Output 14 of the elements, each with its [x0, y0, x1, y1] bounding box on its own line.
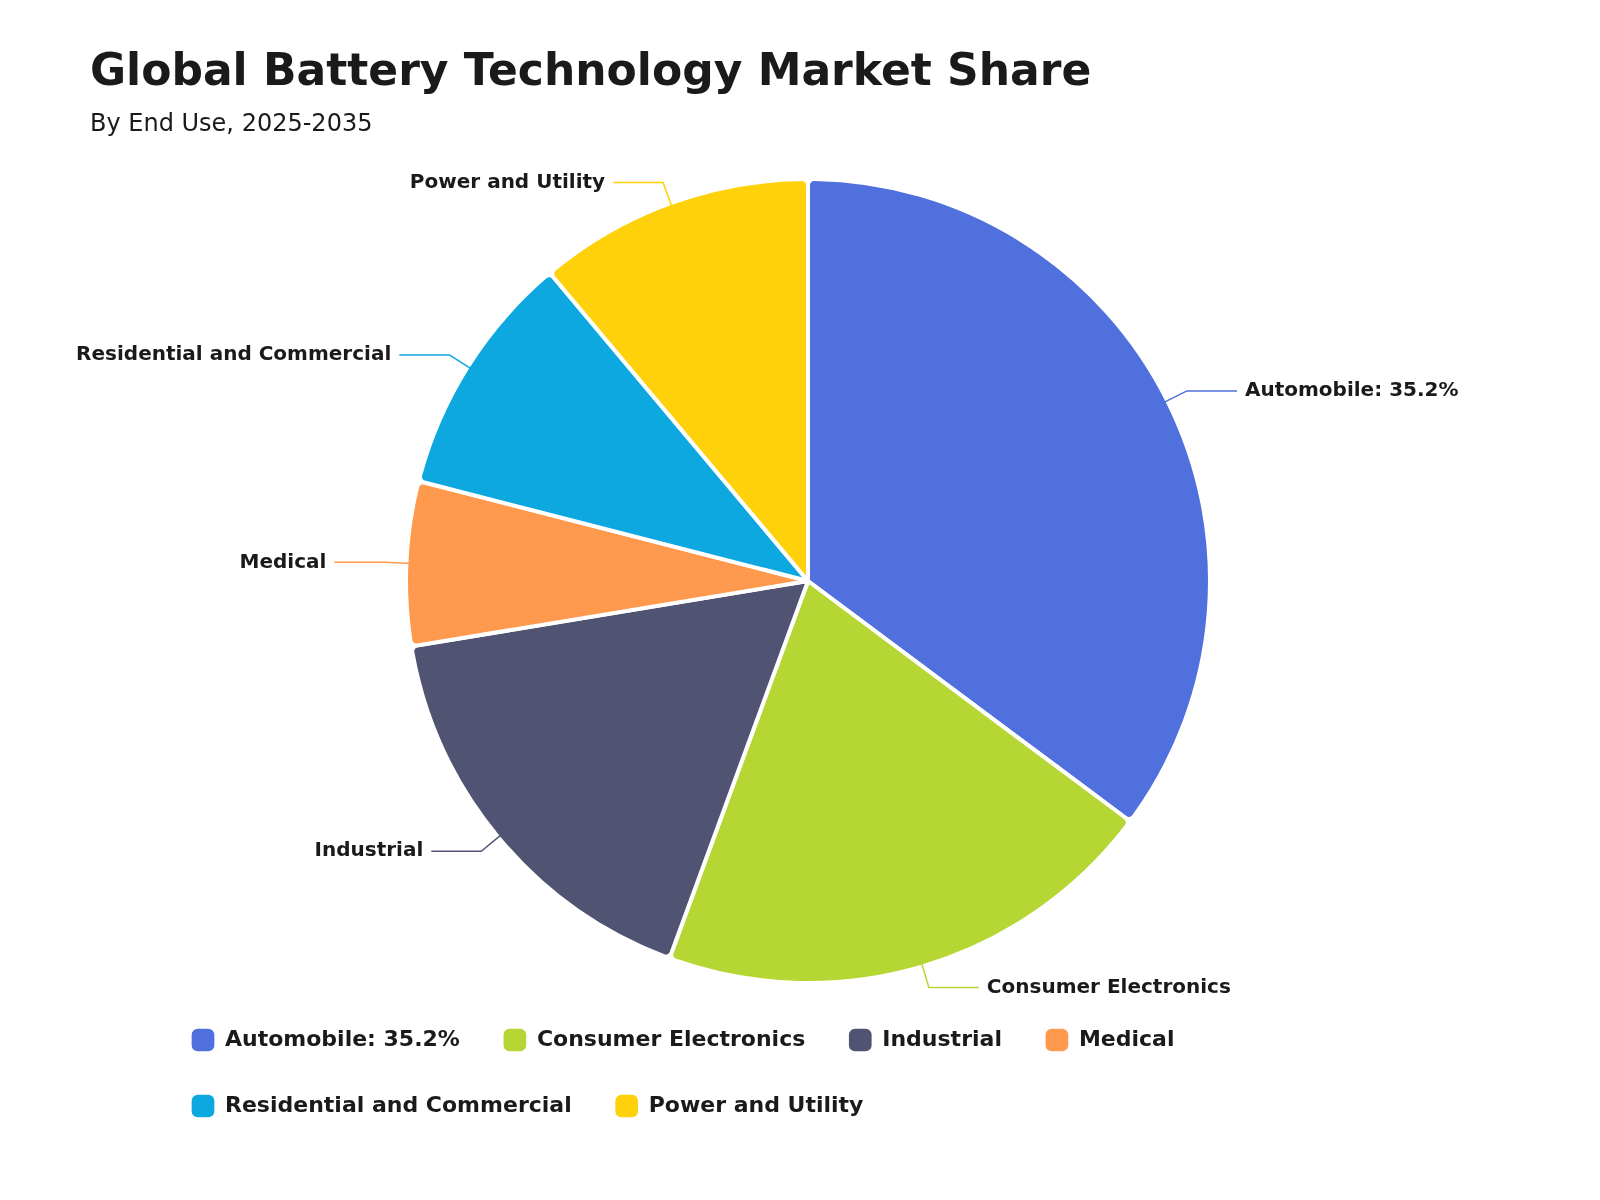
chart-title: Global Battery Technology Market Share: [90, 44, 1093, 95]
legend-label: Medical: [1078, 1025, 1175, 1051]
slice-label: Power and Utility: [409, 168, 606, 193]
slice-label: Residential and Commercial: [76, 341, 392, 366]
legend-label: Industrial: [882, 1025, 1002, 1051]
legend-label: Residential and Commercial: [225, 1091, 572, 1117]
slice-label: Industrial: [314, 837, 424, 862]
slice-label: Consumer Electronics: [986, 973, 1231, 998]
legend-label: Automobile: 35.2%: [225, 1025, 460, 1051]
legend-label: Consumer Electronics: [536, 1025, 806, 1051]
chart-subtitle: By End Use, 2025-2035: [90, 109, 374, 137]
slice-label: Medical: [239, 548, 327, 573]
legend-label: Power and Utility: [648, 1091, 864, 1117]
slice-label: Automobile: 35.2%: [1244, 377, 1459, 402]
